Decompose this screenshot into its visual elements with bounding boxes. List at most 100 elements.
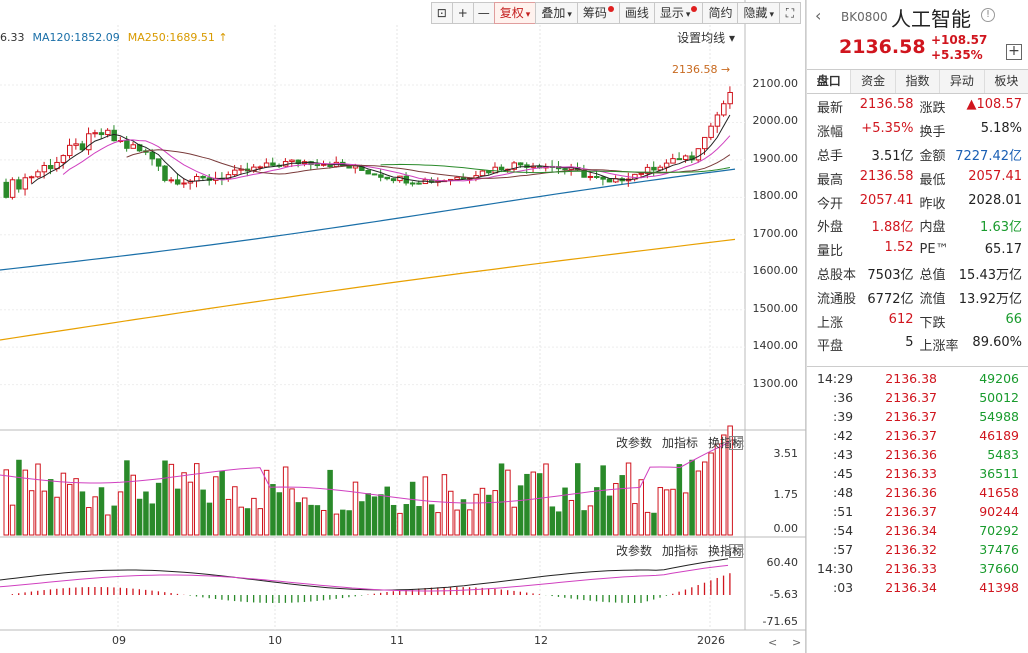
macd-panel-buttons: 改参数 加指标 换指标	[616, 542, 744, 559]
info-icon[interactable]: !	[981, 8, 995, 22]
volume-bar	[492, 490, 498, 536]
quote-cell: 内盘 1.63亿	[920, 216, 1023, 235]
tab-funds[interactable]: 资金	[851, 70, 896, 93]
volume-bar	[498, 463, 505, 536]
simple-mode-button[interactable]: 简约	[702, 2, 739, 24]
tab-sector[interactable]: 板块	[984, 70, 1028, 93]
quote-key: 涨跌	[919, 101, 946, 117]
ma250-line	[0, 238, 736, 341]
volume-bar	[117, 491, 124, 536]
kline-chart-area[interactable]: ⊡ + — 复权 ▾ 叠加 ▾ 筹码 画线 显示 ▾ 简约 隐藏 ▾ ⛶ 6.33 MA…	[0, 0, 806, 653]
quote-value: 7227.42亿	[955, 148, 1022, 164]
candle-body	[174, 179, 181, 185]
tick-row: :51 2136.37 90244	[807, 502, 1028, 521]
quote-cell: 下跌 66	[920, 312, 1023, 331]
hide-button[interactable]: 隐藏 ▾	[737, 2, 780, 24]
volume-bar	[543, 463, 549, 536]
draw-line-button[interactable]: 画线	[618, 2, 655, 24]
quote-key: 内盘	[919, 220, 946, 236]
volume-bar	[517, 485, 524, 536]
lock-icon[interactable]: ⊡	[430, 2, 453, 24]
tick-list[interactable]: 14:29 2136.38 49206:36 2136.37 50012:39 2136.…	[807, 366, 1028, 597]
macd-tick-label: 60.40	[766, 556, 799, 569]
modify-params-button[interactable]: 改参数	[615, 544, 652, 558]
candle-body	[479, 170, 486, 177]
candle-body	[162, 165, 168, 181]
add-indicator-button[interactable]: 加指标	[661, 544, 698, 558]
ma-line	[62, 135, 731, 182]
close-macd-panel-icon[interactable]: ×	[729, 544, 743, 558]
scroll-right-icon[interactable]: >	[792, 636, 802, 649]
candle-body	[289, 159, 295, 163]
zoom-out-button[interactable]: —	[472, 2, 495, 24]
add-watchlist-icon[interactable]: +	[1006, 44, 1022, 60]
quote-cell: 流值 13.92万亿	[920, 288, 1023, 307]
volume-bar	[721, 434, 727, 536]
volume-bar	[111, 505, 117, 536]
candle-body	[708, 125, 714, 138]
back-arrow-icon[interactable]: ‹	[815, 6, 822, 25]
candle-body	[676, 158, 683, 161]
volume-bar	[174, 488, 181, 536]
volume-bar	[79, 491, 86, 536]
tick-time: :45	[833, 466, 854, 481]
switch-indicator-button[interactable]: 换指标	[707, 544, 744, 558]
ma-settings-button[interactable]: 设置均线 ▾	[677, 31, 735, 45]
volume-bar	[352, 481, 359, 536]
ma-legend-item: MA250:1689.51 ↑	[127, 31, 228, 44]
volume-bar	[555, 511, 562, 536]
tick-volume: 90244	[979, 504, 1019, 519]
volume-tick-label: 0.00	[773, 522, 799, 535]
candle-body	[384, 176, 390, 180]
tick-row: 14:29 2136.38 49206	[807, 369, 1028, 388]
volume-bar	[143, 491, 149, 536]
volume-bar	[251, 497, 257, 536]
volume-bar	[41, 490, 48, 536]
price-change: +108.57 +5.35%	[931, 33, 987, 63]
candle-body	[651, 166, 657, 171]
volume-bar	[479, 487, 486, 536]
tab-orderbook[interactable]: 盘口	[807, 70, 852, 93]
quote-cell: 流通股 6772亿	[817, 288, 920, 307]
volume-panel-buttons: 改参数 加指标 换指标	[616, 434, 744, 451]
quote-value: 2136.58	[859, 168, 914, 184]
ma-line	[31, 114, 731, 185]
chips-button[interactable]: 筹码	[576, 2, 620, 24]
tab-movement[interactable]: 异动	[940, 70, 985, 93]
close-volume-panel-icon[interactable]: ×	[729, 436, 743, 450]
display-button[interactable]: 显示 ▾	[653, 2, 704, 24]
fullscreen-icon[interactable]: ⛶	[779, 2, 801, 24]
date-tick-label: 09	[112, 634, 126, 647]
price-tick-label: 1900.00	[752, 152, 799, 165]
volume-bar	[9, 504, 16, 536]
volume-bar	[638, 479, 644, 536]
volume-bar	[47, 479, 54, 536]
candle-body	[727, 91, 733, 105]
volume-bar	[625, 462, 632, 536]
quote-value: 13.92万亿	[958, 291, 1022, 307]
quote-value: ▲108.57	[966, 97, 1023, 113]
volume-bar	[682, 492, 689, 536]
volume-bar	[16, 459, 22, 536]
tick-time: :03	[833, 580, 854, 595]
chart-canvas[interactable]	[0, 0, 806, 653]
volume-bar	[327, 469, 333, 536]
chart-toolbar: ⊡ + — 复权 ▾ 叠加 ▾ 筹码 画线 显示 ▾ 简约 隐藏 ▾ ⛶	[430, 2, 801, 24]
volume-bar	[295, 502, 302, 536]
candle-body	[41, 165, 48, 173]
volume-bar	[263, 469, 270, 536]
quote-value: 2028.01	[968, 192, 1022, 208]
overlay-button[interactable]: 叠加 ▾	[535, 2, 578, 24]
candle-body	[721, 103, 727, 116]
quote-panel: ‹ BK0800 人工智能 ! 2136.58 +108.57 +5.35% +…	[806, 0, 1028, 653]
candle-body	[365, 169, 371, 175]
tab-index[interactable]: 指数	[895, 70, 941, 93]
add-indicator-button[interactable]: 加指标	[661, 436, 698, 450]
zoom-in-button[interactable]: +	[451, 2, 474, 24]
volume-bar	[581, 510, 587, 536]
candle-body	[390, 178, 397, 182]
switch-indicator-button[interactable]: 换指标	[707, 436, 744, 450]
fuquan-button[interactable]: 复权 ▾	[493, 2, 537, 24]
scroll-left-icon[interactable]: <	[768, 636, 778, 649]
modify-params-button[interactable]: 改参数	[615, 436, 652, 450]
